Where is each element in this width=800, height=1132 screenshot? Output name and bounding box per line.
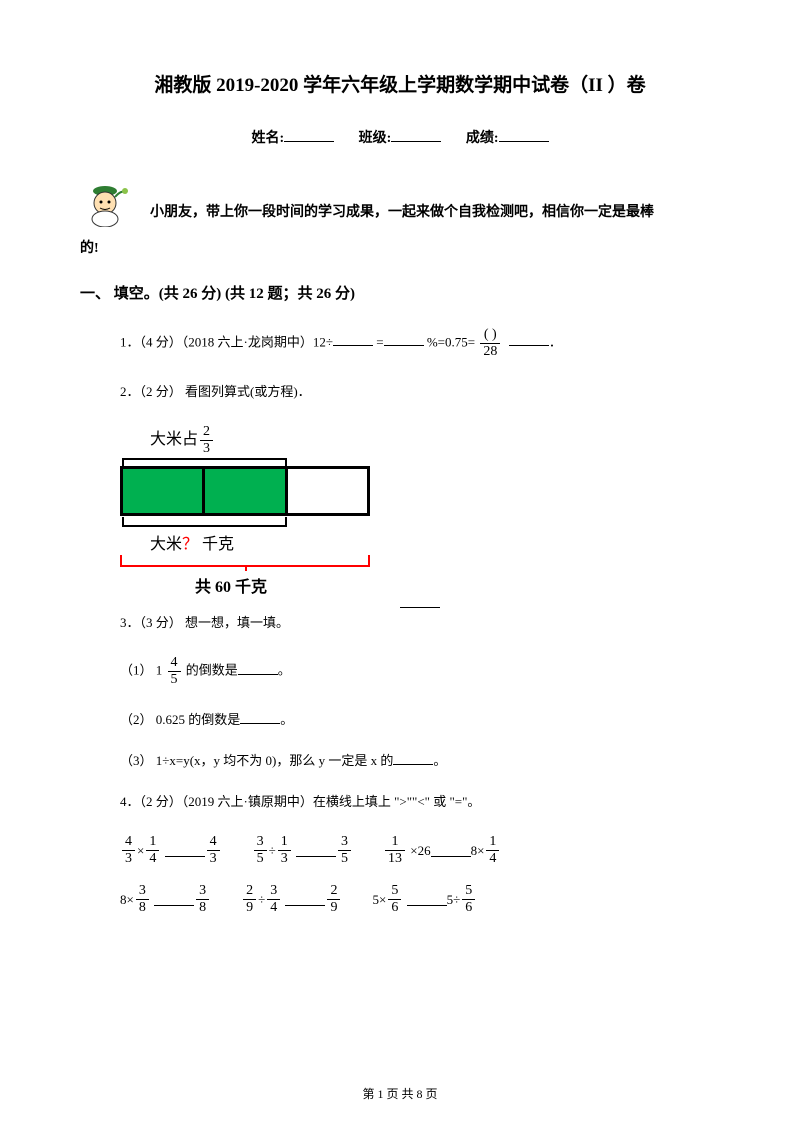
q1-fraction: ( )28	[480, 328, 500, 359]
rice-diagram: 大米占23 大米？ 千克 共 60 千克	[120, 425, 380, 597]
bar-cell-1	[123, 469, 205, 513]
student-info: 姓名: 班级: 成绩:	[80, 127, 720, 147]
q1-frac-d: 28	[480, 344, 500, 359]
class-blank[interactable]	[391, 128, 441, 142]
name-label: 姓名:	[251, 131, 284, 146]
diagram-top-d: 3	[200, 441, 213, 456]
q2-blank[interactable]	[400, 596, 440, 608]
intro-row: 小朋友，带上你一段时间的学习成果，一起来做个自我检测吧，相信你一定是最棒	[80, 177, 720, 227]
diagram-top-pre: 大米占	[150, 431, 198, 448]
diagram-mid-q: ？	[182, 536, 198, 553]
q3-1-end: 。	[278, 663, 291, 678]
page-footer: 第 1 页 共 8 页	[0, 1085, 800, 1102]
diagram-mid-label: 大米？ 千克	[120, 530, 380, 554]
q3-1-blank[interactable]	[238, 663, 278, 675]
intro-line1: 小朋友，带上你一段时间的学习成果，一起来做个自我检测吧，相信你一定是最棒	[150, 199, 654, 227]
q4-blank-3[interactable]	[431, 845, 471, 857]
q3-2-end: 。	[280, 712, 293, 727]
question-3-1: （1） 1 45 的倒数是 。	[120, 656, 720, 687]
kid-icon	[80, 177, 130, 227]
diagram-mid-pre: 大米	[150, 536, 182, 553]
q1-pre: 1．（4 分）（2018 六上·龙岗期中）12÷	[120, 334, 333, 349]
section-1-heading: 一、 填空。(共 26 分) (共 12 题；共 26 分)	[80, 282, 720, 303]
question-4: 4．（2 分）（2019 六上·镇原期中）在横线上填上 ">""<" 或 "="…	[120, 791, 720, 813]
bracket-bottom	[120, 557, 370, 567]
question-3: 3．（3 分） 想一想，填一填。	[120, 612, 720, 634]
q1-eq2: %=0.75=	[427, 334, 475, 349]
q3-1-d: 5	[168, 672, 181, 687]
q3-1-n: 4	[168, 656, 181, 672]
q4-blank-4[interactable]	[154, 894, 194, 906]
class-label: 班级:	[359, 131, 392, 146]
question-1: 1．（4 分）（2018 六上·龙岗期中）12÷ = %=0.75= ( )28…	[120, 328, 720, 359]
q3-1-frac: 45	[168, 656, 181, 687]
q4-r2-b: 29÷ 34 29	[241, 884, 342, 915]
q3-1-pre: （1） 1	[120, 663, 162, 678]
q4-r2-c: 5×56 5÷ 56	[372, 884, 477, 915]
q3-3-pre: （3） 1÷x=y(x，y 均不为 0)，那么 y 一定是 x 的	[120, 753, 393, 768]
q4-blank-5[interactable]	[285, 894, 325, 906]
q1-blank2[interactable]	[384, 334, 424, 346]
q1-blank1[interactable]	[333, 334, 373, 346]
q4-r1-a: 43× 14 43	[120, 835, 222, 866]
q3-2-pre: （2） 0.625 的倒数是	[120, 712, 240, 727]
page-title: 湘教版 2019-2020 学年六年级上学期数学期中试卷（II ）卷	[80, 70, 720, 97]
q1-eq1: =	[376, 334, 383, 349]
q3-2-blank[interactable]	[240, 712, 280, 724]
q4-r2-a: 8×38 38	[120, 884, 211, 915]
question-2: 2．（2 分） 看图列算式(或方程)．	[120, 381, 720, 403]
bar-cell-2	[205, 469, 287, 513]
intro-line2: 的!	[80, 237, 720, 257]
name-blank[interactable]	[284, 128, 334, 142]
score-label: 成绩:	[466, 131, 499, 146]
bar-row	[120, 466, 370, 516]
bracket-top	[122, 458, 287, 466]
q4-blank-6[interactable]	[407, 894, 447, 906]
q3-1-post: 的倒数是	[186, 663, 238, 678]
score-blank[interactable]	[499, 128, 549, 142]
q4-blank-2[interactable]	[296, 845, 336, 857]
q4-r1-c: 113 ×268× 14	[383, 835, 501, 866]
diagram-wrap: 大米占23 大米？ 千克 共 60 千克	[80, 425, 720, 612]
bracket-mid	[122, 519, 287, 527]
diagram-bot-label: 共 60 千克	[120, 573, 380, 597]
question-3-2: （2） 0.625 的倒数是 。	[120, 709, 720, 728]
q1-blank3[interactable]	[509, 334, 549, 346]
q4-row1: 43× 14 43 35÷ 13 35 113 ×268× 14	[120, 835, 720, 866]
q1-frac-n: ( )	[480, 328, 500, 344]
q4-r1-b: 35÷ 13 35	[252, 835, 353, 866]
diagram-top-label: 大米占23	[120, 425, 380, 456]
q4-row2: 8×38 38 29÷ 34 29 5×56 5÷ 56	[120, 884, 720, 915]
bar-cell-3	[288, 469, 367, 513]
q4-blank-1[interactable]	[165, 845, 205, 857]
diagram-mid-unit: 千克	[202, 536, 234, 553]
q3-3-blank[interactable]	[393, 753, 433, 765]
question-3-3: （3） 1÷x=y(x，y 均不为 0)，那么 y 一定是 x 的 。	[120, 750, 720, 769]
q3-3-end: 。	[433, 753, 446, 768]
diagram-top-n: 2	[200, 425, 213, 441]
